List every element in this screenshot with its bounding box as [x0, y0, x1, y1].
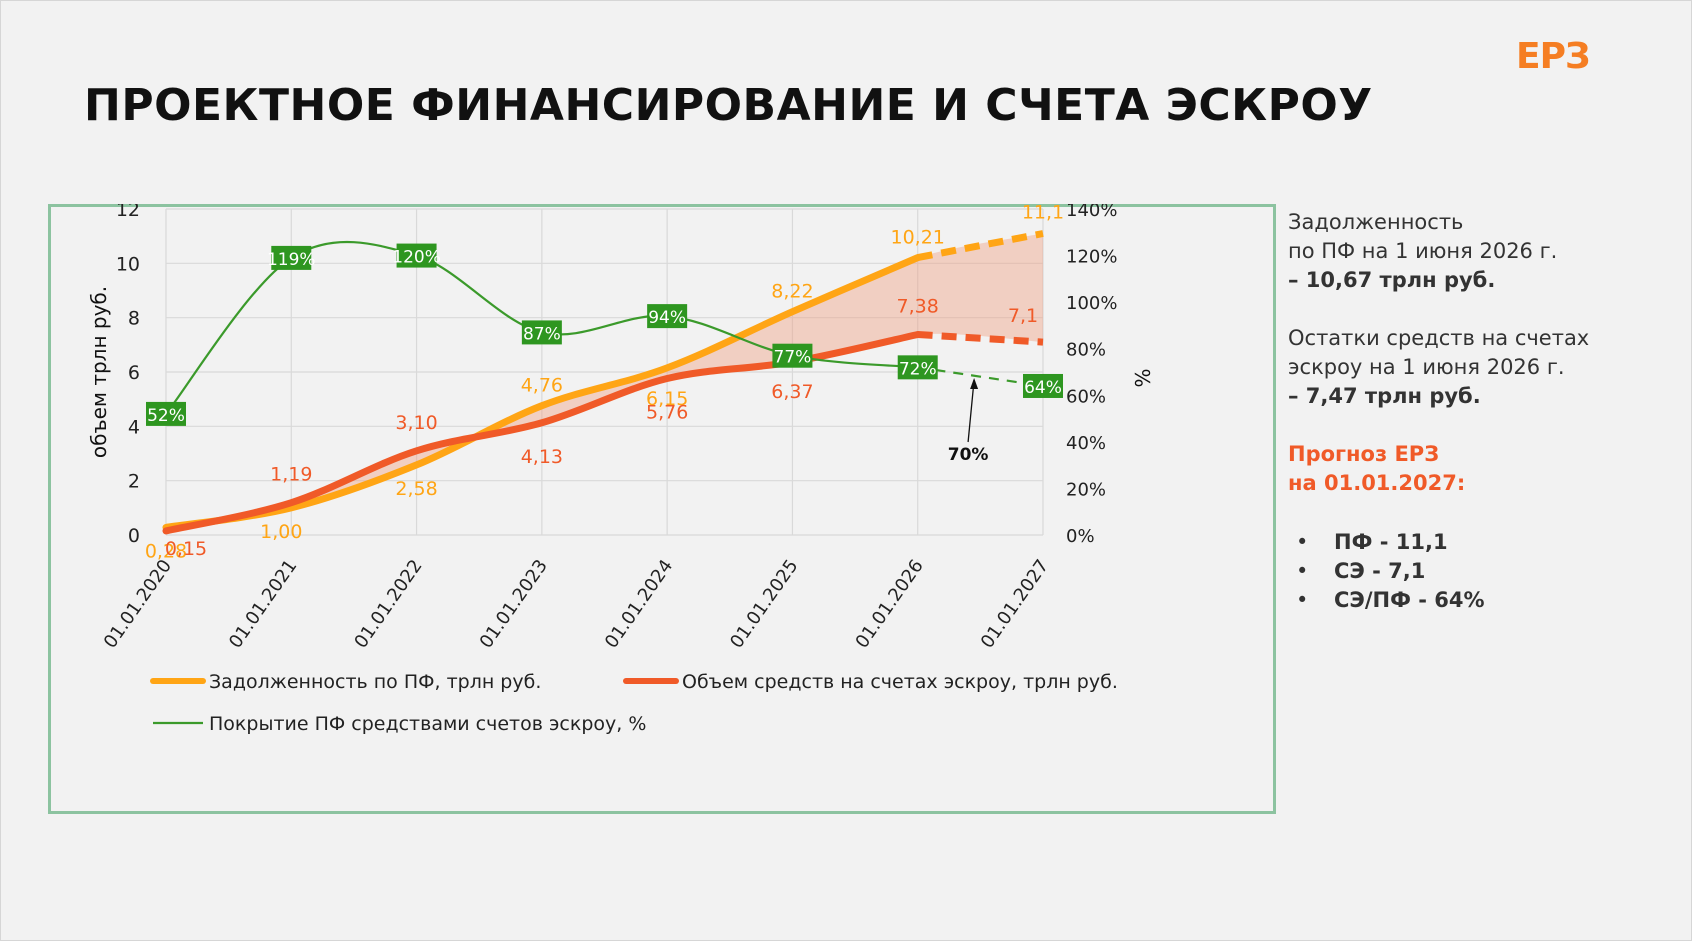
- coverage-data-label: 94%: [648, 308, 686, 328]
- x-tick-label: 01.01.2023: [476, 556, 552, 652]
- y2-tick-label: 40%: [1066, 433, 1106, 454]
- debt-data-label: 10,21: [891, 227, 945, 249]
- forecast-item: СЭ - 7,1: [1288, 557, 1668, 586]
- series-line-forecast: [917, 230, 1044, 262]
- coverage-data-label: 120%: [392, 248, 441, 268]
- debt-sub: по ПФ на 1 июня 2026 г.: [1288, 239, 1558, 263]
- y2-axis-title: %: [1131, 368, 1155, 387]
- x-tick-label: 01.01.2027: [977, 556, 1053, 652]
- debt-data-label: 6,15: [646, 388, 688, 410]
- escrow-data-label: 6,37: [771, 381, 813, 403]
- coverage-data-label: 77%: [774, 348, 812, 368]
- legend-label: Объем средств на счетах эскроу, трлн руб…: [682, 671, 1118, 693]
- chart: 0,28 1,00 2,58 4,76 6,15 8,22 10,21 11,1 0,15 1,1…: [87, 204, 1155, 735]
- x-tick-label: 01.01.2021: [225, 556, 301, 652]
- escrow-sub: эскроу на 1 июня 2026 г.: [1288, 355, 1565, 379]
- escrow-data-label: 7,1: [1008, 305, 1038, 327]
- debt-data-label: 0,28: [145, 540, 187, 562]
- forecast-item: СЭ/ПФ - 64%: [1288, 586, 1668, 615]
- x-tick-label: 01.01.2025: [726, 556, 802, 652]
- debt-title: Задолженность: [1288, 210, 1464, 234]
- side-panel: Задолженность по ПФ на 1 июня 2026 г. – …: [1288, 208, 1668, 615]
- y-axis-title: объем трлн руб.: [87, 286, 111, 458]
- debt-escrow-gap-area: [166, 233, 1043, 531]
- escrow-data-label: 0,15: [165, 538, 207, 560]
- debt-data-label: 4,76: [521, 375, 563, 397]
- coverage-label-box: [271, 245, 312, 270]
- coverage-label-box: [396, 243, 437, 268]
- y-tick-label: 12: [116, 204, 140, 221]
- coverage-label-box: [772, 343, 813, 368]
- coverage-data-label: 52%: [147, 406, 185, 426]
- forecast-list: ПФ - 11,1 СЭ - 7,1 СЭ/ПФ - 64%: [1288, 528, 1668, 615]
- y-tick-label: 6: [128, 362, 140, 384]
- annotation-arrowhead: [970, 378, 979, 389]
- legend-label: Покрытие ПФ средствами счетов эскроу, %: [209, 713, 646, 735]
- series-line-actual: [162, 254, 922, 531]
- x-tick-label: 01.01.2024: [601, 556, 677, 652]
- x-tick-label: 01.01.2022: [350, 556, 426, 652]
- series-line-forecast: [917, 331, 1044, 346]
- chart-marks: 0,28 1,00 2,58 4,76 6,15 8,22 10,21 11,1 0,15 1,1…: [145, 204, 1064, 562]
- y-tick-label: 4: [128, 416, 140, 438]
- escrow-title: Остатки средств на счетах: [1288, 326, 1590, 350]
- coverage-label-box: [521, 320, 562, 345]
- chart-legend: Задолженность по ПФ, трлн руб. Объем сред…: [150, 671, 1118, 735]
- y2-tick-label: 0%: [1066, 526, 1095, 547]
- y-tick-label: 10: [116, 253, 140, 275]
- escrow-value: – 7,47 трлн руб.: [1288, 384, 1481, 408]
- y2-tick-label: 120%: [1066, 247, 1117, 268]
- escrow-data-label: 1,19: [270, 464, 312, 486]
- escrow-data-label: 7,38: [897, 296, 939, 318]
- debt-value: – 10,67 трлн руб.: [1288, 268, 1496, 292]
- forecast-date: на 01.01.2027:: [1288, 471, 1466, 495]
- escrow-data-label: 4,13: [521, 446, 563, 468]
- annotation-label: 70%: [948, 445, 989, 465]
- debt-data-label: 1,00: [260, 521, 302, 543]
- coverage-data-label: 72%: [899, 359, 937, 379]
- y2-tick-label: 80%: [1066, 340, 1106, 361]
- escrow-data-label: 3,10: [395, 412, 437, 434]
- y-tick-label: 8: [128, 308, 140, 330]
- coverage-label-box: [1023, 373, 1063, 398]
- y2-tick-label: 20%: [1066, 479, 1106, 500]
- coverage-label-box: [146, 401, 186, 426]
- forecast-title: Прогноз ЕРЗ: [1288, 442, 1440, 466]
- y2-tick-label: 100%: [1066, 293, 1117, 314]
- forecast-item: ПФ - 11,1: [1288, 528, 1668, 557]
- y-tick-label: 2: [128, 471, 140, 493]
- y-tick-label: 0: [128, 525, 140, 547]
- x-tick-label: 01.01.2020: [100, 556, 176, 652]
- coverage-label-box: [647, 304, 688, 329]
- page-title: ПРОЕКТНОЕ ФИНАНСИРОВАНИЕ И СЧЕТА ЭСКРОУ: [84, 80, 1373, 131]
- coverage-data-label: 119%: [267, 250, 316, 270]
- debt-data-label: 11,1: [1022, 204, 1064, 223]
- x-tick-label: 01.01.2026: [851, 556, 927, 652]
- escrow-data-label: 5,76: [646, 402, 688, 424]
- coverage-label-box: [897, 355, 938, 380]
- debt-data-label: 8,22: [771, 281, 813, 303]
- annotation-arrow: [967, 379, 975, 443]
- y2-tick-label: 60%: [1066, 386, 1106, 407]
- brand-logo: ЕРЗ: [1516, 36, 1591, 77]
- debt-data-label: 2,58: [395, 478, 437, 500]
- coverage-data-label: 64%: [1024, 378, 1062, 398]
- coverage-data-label: 87%: [523, 324, 561, 344]
- y2-tick-label: 140%: [1066, 204, 1117, 221]
- legend-label: Задолженность по ПФ, трлн руб.: [209, 671, 541, 693]
